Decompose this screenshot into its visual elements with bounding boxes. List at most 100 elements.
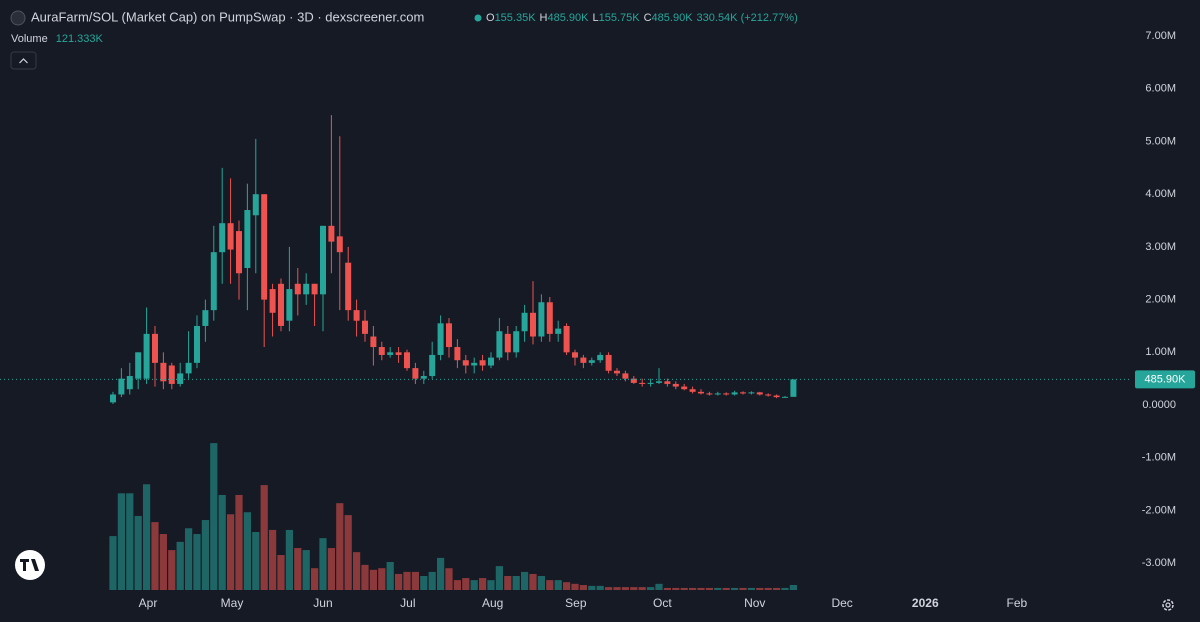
volume-bar bbox=[596, 585, 604, 590]
volume-legend: Volume 121.333K bbox=[11, 33, 103, 45]
candle-body bbox=[261, 194, 268, 300]
volume-bar bbox=[226, 514, 235, 590]
volume-bar bbox=[487, 580, 495, 590]
volume-bar bbox=[445, 568, 453, 590]
candle-body bbox=[504, 333, 511, 353]
candle-body bbox=[244, 210, 251, 268]
candle-body bbox=[202, 310, 209, 326]
y-tick-label: 0.0000 bbox=[1142, 399, 1176, 411]
candle-body bbox=[387, 352, 394, 355]
volume-bar bbox=[134, 515, 142, 590]
volume-bar bbox=[562, 582, 571, 590]
candle-body bbox=[168, 365, 175, 384]
volume-bar bbox=[638, 587, 646, 590]
volume-bar bbox=[218, 494, 226, 590]
volume-bar bbox=[537, 576, 545, 590]
volume-bar bbox=[193, 534, 201, 590]
candle-body bbox=[429, 354, 436, 377]
volume-bar bbox=[302, 550, 310, 590]
volume-bar bbox=[210, 443, 218, 590]
candle-body bbox=[782, 396, 789, 398]
volume-bar bbox=[512, 576, 520, 590]
candle-body bbox=[126, 376, 133, 390]
x-tick-label: Apr bbox=[139, 596, 158, 610]
volume-bar bbox=[394, 573, 403, 590]
volume-bar bbox=[764, 587, 772, 590]
x-tick-label: Feb bbox=[1007, 596, 1028, 610]
candle-body bbox=[437, 323, 444, 355]
volume-bar bbox=[613, 587, 621, 590]
candle-body bbox=[353, 310, 360, 321]
candle-body bbox=[336, 236, 343, 253]
collapse-icon bbox=[19, 58, 28, 64]
candle-body bbox=[571, 352, 578, 358]
volume-bar bbox=[579, 585, 587, 590]
candle-body bbox=[580, 357, 587, 363]
last-price-label: 485.90K bbox=[1145, 373, 1187, 385]
collapse-button[interactable] bbox=[10, 51, 37, 70]
volume-bar bbox=[109, 536, 117, 590]
x-tick-label: Jun bbox=[313, 596, 332, 610]
volume-bar bbox=[336, 503, 344, 590]
volume-bar bbox=[411, 571, 419, 590]
volume-bar bbox=[159, 534, 167, 590]
candle-body bbox=[185, 362, 192, 374]
ohlc-key: H bbox=[540, 12, 548, 24]
candle-body bbox=[328, 225, 335, 242]
candle-body bbox=[756, 392, 763, 395]
candle-body bbox=[546, 302, 553, 334]
candle-body bbox=[513, 331, 520, 353]
volume-bar bbox=[319, 538, 327, 590]
ohlc-key: L bbox=[592, 12, 598, 24]
candle-body bbox=[445, 323, 452, 348]
volume-bar bbox=[470, 580, 478, 590]
volume-bar bbox=[453, 580, 461, 590]
volume-bar bbox=[655, 583, 663, 590]
candle-body bbox=[319, 225, 326, 295]
volume-bar bbox=[680, 587, 688, 590]
volume-bar bbox=[369, 569, 377, 590]
candle-body bbox=[605, 354, 612, 371]
candle-body bbox=[773, 395, 780, 398]
volume-bar bbox=[184, 528, 193, 590]
candle-body bbox=[454, 347, 461, 361]
candle-body bbox=[521, 312, 528, 332]
candle-body bbox=[412, 368, 419, 379]
y-tick-label: 3.00M bbox=[1145, 241, 1176, 253]
candle-body bbox=[109, 394, 116, 403]
candle-body bbox=[655, 381, 662, 383]
chart-title: AuraFarm/SOL (Market Cap) on PumpSwap · … bbox=[31, 9, 424, 24]
candle-body bbox=[370, 336, 377, 348]
candle-body bbox=[235, 231, 242, 274]
y-tick-label: 7.00M bbox=[1145, 30, 1176, 42]
y-tick-label: 5.00M bbox=[1145, 135, 1176, 147]
y-tick-label: 4.00M bbox=[1145, 188, 1176, 200]
volume-bar bbox=[378, 568, 386, 590]
candle-body bbox=[219, 223, 226, 253]
volume-bar bbox=[495, 566, 503, 590]
candle-body bbox=[252, 194, 259, 216]
change: 330.54K (+212.77%) bbox=[697, 12, 798, 24]
volume-bar bbox=[327, 548, 335, 590]
volume-bar bbox=[688, 587, 697, 590]
x-tick-label: Dec bbox=[831, 596, 852, 610]
y-tick-label: 6.00M bbox=[1145, 83, 1176, 95]
candle-body bbox=[748, 392, 755, 394]
candle-body bbox=[697, 391, 704, 394]
x-tick-label: May bbox=[221, 596, 244, 610]
candle-body bbox=[647, 382, 654, 384]
volume-bar bbox=[126, 493, 134, 590]
volume-bar bbox=[621, 587, 629, 590]
candle-body bbox=[563, 325, 570, 353]
tv-logo[interactable] bbox=[15, 550, 45, 580]
volume-bar bbox=[142, 484, 151, 590]
volume-bar bbox=[277, 555, 285, 590]
settings-icon[interactable] bbox=[1162, 599, 1174, 611]
volume-bar bbox=[403, 571, 411, 590]
volume-bar bbox=[260, 485, 268, 590]
candle-body bbox=[269, 289, 276, 313]
ohlc-legend: O155.35K H485.90K L155.75K C485.90K 330.54K … bbox=[486, 12, 798, 24]
volume-bar bbox=[478, 578, 487, 590]
volume-bar bbox=[554, 580, 562, 590]
